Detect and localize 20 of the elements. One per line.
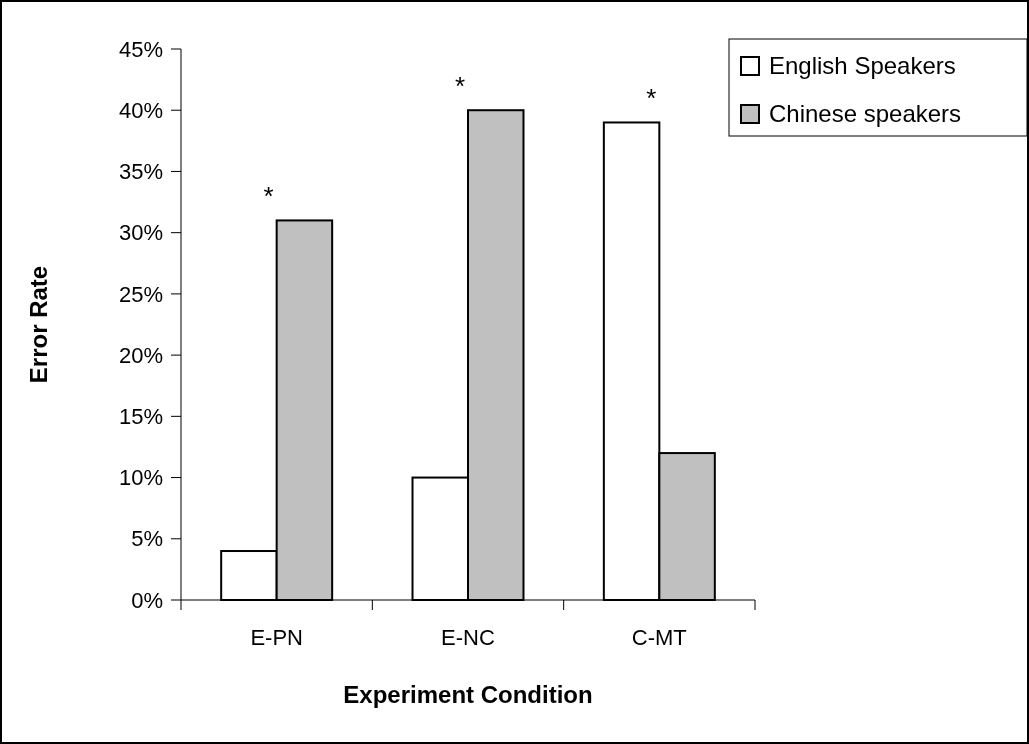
x-tick-label: E-PN <box>250 625 303 650</box>
y-tick-label: 40% <box>118 97 163 123</box>
y-tick-label: 5% <box>131 526 163 552</box>
legend-label: Chinese speakers <box>769 100 962 128</box>
x-axis-title: Experiment Condition <box>343 681 593 708</box>
x-tick-label: C-MT <box>631 625 687 650</box>
y-tick-label: 45% <box>118 36 163 62</box>
y-tick-label: 15% <box>118 404 163 430</box>
y-tick-label: 0% <box>131 587 163 613</box>
annotation: * <box>646 82 657 113</box>
y-tick-label: 20% <box>118 342 163 368</box>
annotation: * <box>263 180 274 211</box>
y-tick-label: 25% <box>118 281 163 307</box>
annotation: * <box>454 70 466 101</box>
legend-label: English Speakers <box>769 52 956 80</box>
y-tick-label: 10% <box>118 465 163 491</box>
y-tick-label: 30% <box>118 220 163 246</box>
x-tick-label: E-NC <box>441 625 495 650</box>
y-tick-label: 35% <box>118 159 163 185</box>
y-axis-title: Error Rate <box>25 265 52 384</box>
